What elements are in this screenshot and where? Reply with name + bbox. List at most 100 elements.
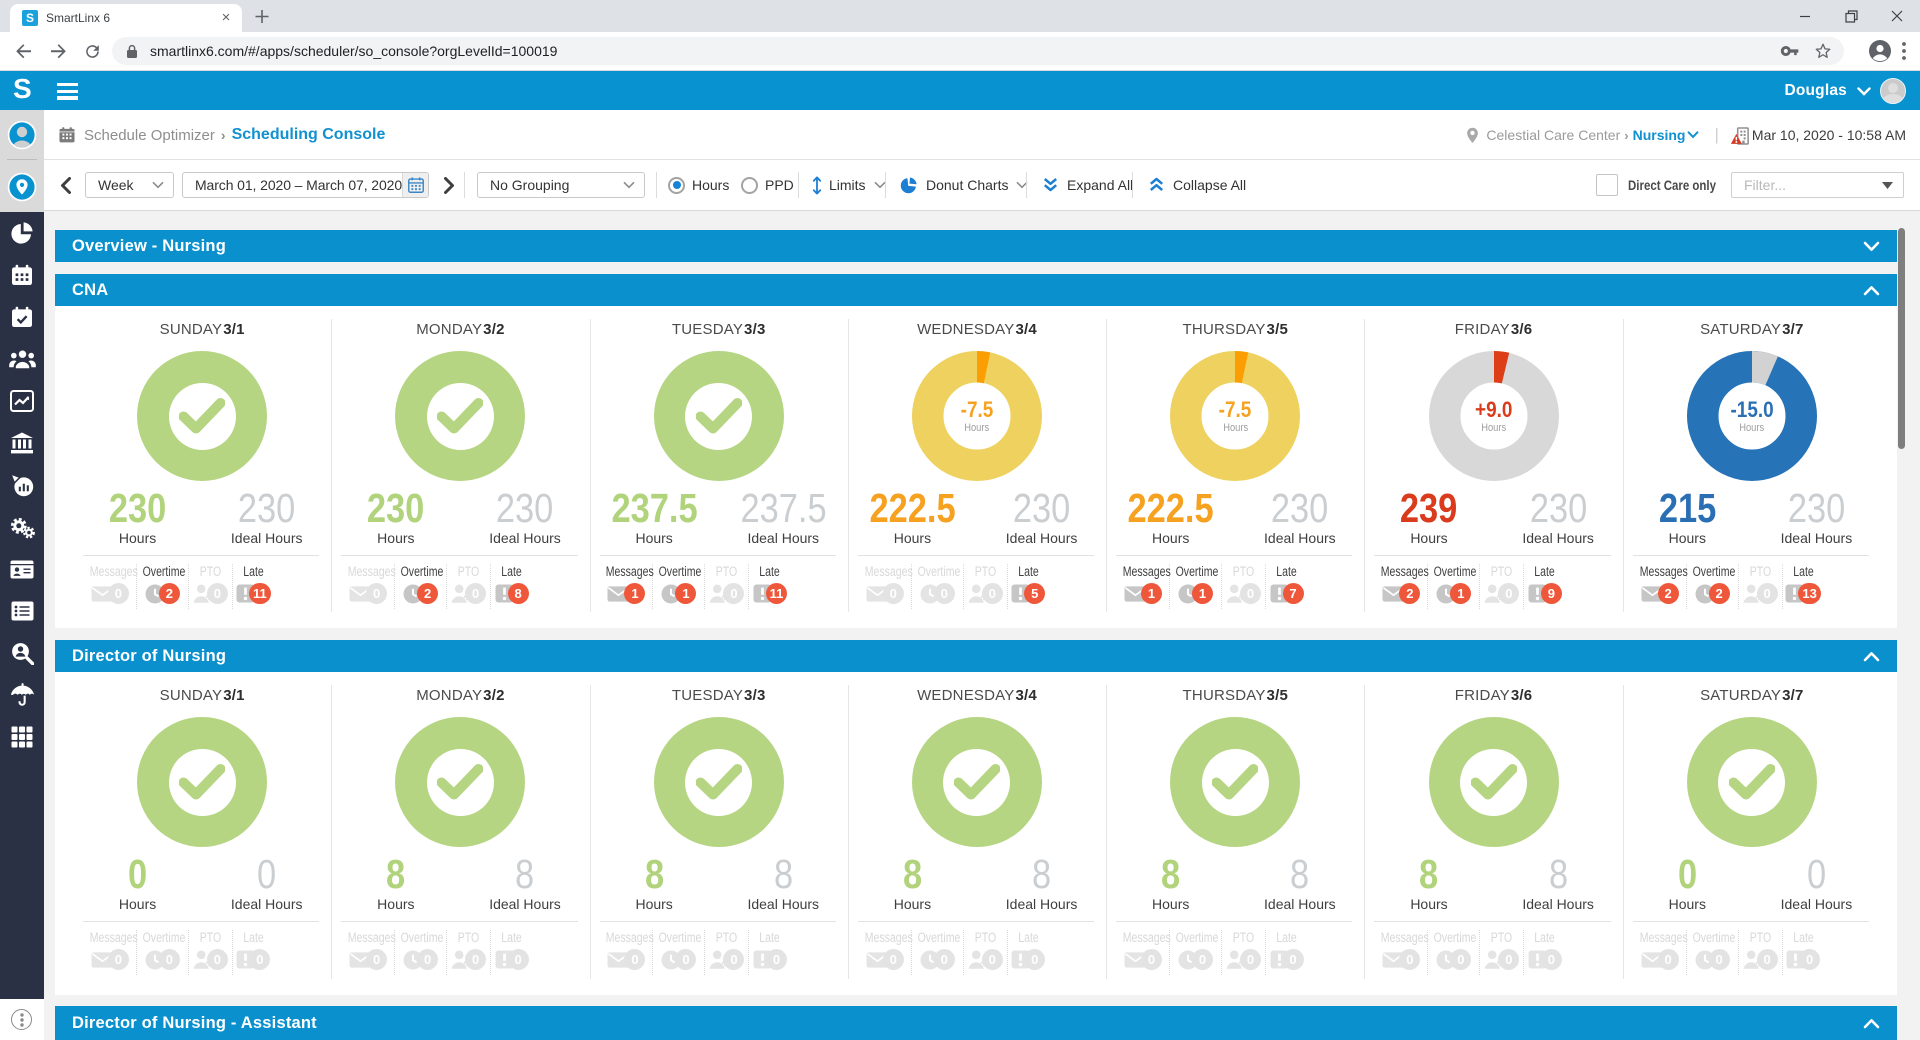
stat-messages[interactable]: Messages 1 [600, 564, 654, 609]
stat-messages[interactable]: Messages 0 [1634, 930, 1687, 975]
stat-late[interactable]: Late 11 [231, 564, 274, 609]
smartlinx-logo[interactable]: S [13, 73, 32, 104]
stat-messages[interactable]: Messages 0 [859, 930, 912, 975]
stat-pto[interactable]: PTO 0 [1737, 564, 1782, 609]
date-range-picker[interactable]: March 01, 2020 – March 07, 2020 [182, 172, 429, 198]
stat-overtime[interactable]: Overtime 2 [1685, 564, 1738, 609]
filter-dropdown[interactable]: Filter... [1731, 172, 1904, 198]
day-chart[interactable]: -15.0 Hours [1623, 351, 1881, 481]
section-chevron-down-icon[interactable] [1863, 241, 1880, 252]
sidebar-item-pie-chart[interactable] [0, 212, 44, 254]
radio-hours-button[interactable] [668, 176, 685, 194]
stat-messages[interactable]: Messages 0 [600, 930, 654, 975]
bookmark-star-icon[interactable] [1814, 42, 1832, 60]
collapse-all-button[interactable]: Collapse All [1149, 160, 1246, 210]
facility-alert-icon[interactable] [1730, 127, 1751, 145]
day-chart[interactable] [73, 717, 331, 847]
user-menu[interactable]: Douglas [1784, 71, 1906, 111]
section-chevron-up-icon[interactable] [1863, 1018, 1880, 1029]
stat-pto[interactable]: PTO 0 [1479, 564, 1523, 609]
sidebar-item-person-search[interactable] [0, 632, 44, 674]
section-bar-cna[interactable]: CNA [55, 274, 1897, 306]
stat-pto[interactable]: PTO 0 [446, 930, 490, 975]
stat-messages[interactable]: Messages 1 [1117, 564, 1171, 609]
stat-late[interactable]: Late 7 [1265, 564, 1307, 609]
prev-week-button[interactable] [59, 160, 72, 210]
sidebar-item-gears[interactable] [0, 506, 44, 548]
day-chart[interactable] [1364, 717, 1622, 847]
day-chart[interactable] [590, 717, 848, 847]
sidebar-item-list[interactable] [0, 590, 44, 632]
stat-overtime[interactable]: Overtime 0 [1685, 930, 1738, 975]
stat-messages[interactable]: Messages 0 [859, 564, 912, 609]
stat-overtime[interactable]: Overtime 1 [1427, 564, 1479, 609]
grouping-select[interactable]: No Grouping [477, 172, 645, 198]
sidebar-item-calendar-check[interactable] [0, 296, 44, 338]
password-key-icon[interactable] [1780, 41, 1800, 61]
stat-pto[interactable]: PTO 0 [1479, 930, 1523, 975]
section-bar-overview[interactable]: Overview - Nursing [55, 230, 1897, 262]
reload-button[interactable] [78, 37, 106, 65]
stat-overtime[interactable]: Overtime 0 [910, 564, 963, 609]
stat-overtime[interactable]: Overtime 1 [1169, 564, 1221, 609]
stat-pto[interactable]: PTO 0 [446, 564, 490, 609]
org-name[interactable]: Celestial Care Center [1486, 127, 1621, 143]
day-chart[interactable] [331, 717, 589, 847]
stat-late[interactable]: Late 0 [490, 930, 532, 975]
browser-tab[interactable]: S SmartLinx 6 × [10, 4, 242, 32]
stat-pto[interactable]: PTO 0 [187, 930, 232, 975]
limits-dropdown[interactable]: Limits [812, 160, 886, 210]
sidebar-item-bank[interactable] [0, 422, 44, 464]
stat-messages[interactable]: Messages 2 [1375, 564, 1429, 609]
org-department[interactable]: Nursing [1632, 127, 1686, 143]
url-bar[interactable]: smartlinx6.com/#/apps/scheduler/so_conso… [112, 37, 1844, 65]
day-chart[interactable] [331, 351, 589, 481]
sidebar-profile-icon[interactable] [7, 120, 37, 150]
sidebar-item-umbrella[interactable] [0, 674, 44, 716]
new-tab-button[interactable] [254, 8, 271, 25]
org-chevron-down-icon[interactable] [1687, 131, 1699, 139]
browser-profile-icon[interactable] [1868, 39, 1892, 63]
stat-messages[interactable]: Messages 0 [84, 930, 138, 975]
window-close-button[interactable] [1874, 0, 1920, 32]
stat-late[interactable]: Late 0 [1265, 930, 1307, 975]
day-chart[interactable]: -7.5 Hours [1106, 351, 1364, 481]
stat-late[interactable]: Late 0 [1006, 930, 1049, 975]
stat-late[interactable]: Late 13 [1781, 564, 1824, 609]
sidebar-item-id-card[interactable] [0, 548, 44, 590]
date-picker-calendar-button[interactable] [402, 173, 428, 197]
stat-late[interactable]: Late 9 [1523, 564, 1565, 609]
stat-late[interactable]: Late 8 [490, 564, 532, 609]
direct-care-checkbox[interactable] [1596, 174, 1618, 196]
day-chart[interactable] [848, 717, 1106, 847]
sidebar-item-grid[interactable] [0, 716, 44, 758]
sidebar-item-people[interactable] [0, 338, 44, 380]
direct-care-toggle[interactable]: Direct Care only [1596, 160, 1732, 210]
info-icon[interactable] [11, 1009, 32, 1030]
section-bar-don-assistant[interactable]: Director of Nursing - Assistant [55, 1006, 1897, 1040]
stat-late[interactable]: Late 11 [748, 564, 790, 609]
stat-messages[interactable]: Messages 0 [1117, 930, 1171, 975]
window-restore-button[interactable] [1828, 0, 1874, 32]
radio-hours[interactable]: Hours [668, 160, 729, 210]
stat-pto[interactable]: PTO 0 [962, 930, 1007, 975]
back-button[interactable] [10, 37, 38, 65]
day-chart[interactable] [73, 351, 331, 481]
stat-overtime[interactable]: Overtime 0 [910, 930, 963, 975]
stat-late[interactable]: Late 5 [1006, 564, 1049, 609]
stat-pto[interactable]: PTO 0 [704, 930, 748, 975]
stat-overtime[interactable]: Overtime 0 [652, 930, 704, 975]
user-avatar[interactable] [1880, 78, 1906, 104]
scrollbar-thumb[interactable] [1898, 228, 1905, 449]
sidebar-location-icon[interactable] [7, 172, 37, 202]
stat-pto[interactable]: PTO 0 [962, 564, 1007, 609]
radio-ppd-button[interactable] [741, 176, 758, 194]
section-bar-don[interactable]: Director of Nursing [55, 640, 1897, 672]
window-minimize-button[interactable] [1782, 0, 1828, 32]
next-week-button[interactable] [443, 160, 456, 210]
sidebar-item-chart-pointer[interactable] [0, 464, 44, 506]
section-chevron-up-icon[interactable] [1863, 285, 1880, 296]
sidebar-item-calendar[interactable] [0, 254, 44, 296]
day-chart[interactable]: -7.5 Hours [848, 351, 1106, 481]
stat-pto[interactable]: PTO 0 [704, 564, 748, 609]
